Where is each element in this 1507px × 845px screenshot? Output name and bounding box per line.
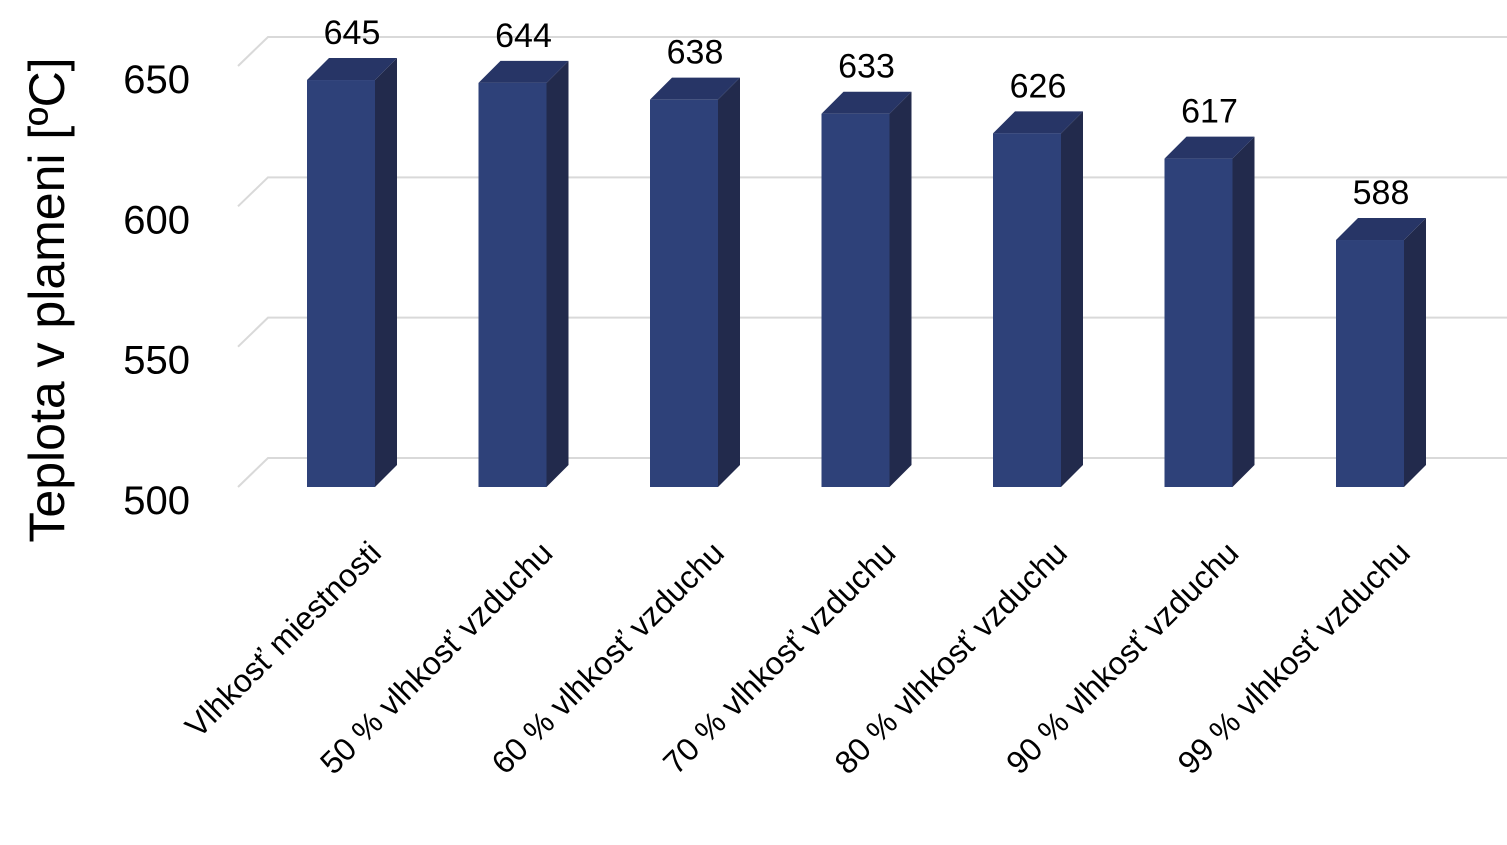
bar-top: [1336, 218, 1426, 241]
bar: [1164, 136, 1255, 487]
bar: [1336, 218, 1426, 487]
data-label: 638: [667, 34, 724, 72]
gridline: [237, 176, 1507, 208]
gridline: [237, 457, 1507, 488]
bar-side: [1232, 136, 1255, 487]
data-label: 617: [1181, 93, 1238, 131]
bar-top: [478, 60, 569, 83]
bar-side: [1404, 218, 1426, 487]
bar-front: [307, 80, 375, 488]
y-axis-ticks: 500 550 600 650: [123, 58, 190, 523]
bar-side: [375, 58, 397, 488]
bar-side: [889, 91, 912, 488]
data-label: 644: [495, 17, 552, 55]
y-tick-label: 600: [123, 198, 190, 242]
bars: [307, 58, 1426, 488]
y-tick-label: 650: [123, 58, 190, 102]
data-label: 626: [1010, 67, 1067, 105]
bar: [650, 77, 740, 488]
bar-front: [478, 82, 547, 487]
gridline: [237, 316, 1507, 348]
bar-side: [718, 77, 740, 488]
bar-top: [1164, 136, 1255, 159]
bar-front: [821, 113, 890, 488]
gridlines: [237, 36, 1507, 488]
bar-side: [1061, 111, 1083, 488]
data-label: 645: [324, 14, 381, 52]
bar-front: [650, 99, 718, 488]
data-label: 633: [838, 48, 895, 86]
bar-front: [993, 133, 1061, 488]
bar: [307, 58, 397, 488]
bar-top: [821, 91, 912, 114]
bar-front: [1164, 158, 1233, 487]
bar: [478, 60, 569, 488]
data-label: 588: [1353, 174, 1410, 212]
bar: [821, 91, 912, 488]
bar-front: [1336, 240, 1404, 487]
bar: [993, 111, 1083, 488]
y-tick-label: 500: [123, 479, 190, 523]
bar-side: [546, 60, 569, 488]
data-labels: 645 644 638 633 626 617 588: [324, 14, 1410, 212]
y-axis-title: Teplota v plameni [ºC]: [19, 57, 75, 542]
gridline: [237, 36, 1507, 67]
bar-top: [993, 111, 1083, 134]
bar-top: [307, 58, 397, 81]
bar-top: [650, 77, 740, 100]
y-tick-label: 550: [123, 339, 190, 383]
